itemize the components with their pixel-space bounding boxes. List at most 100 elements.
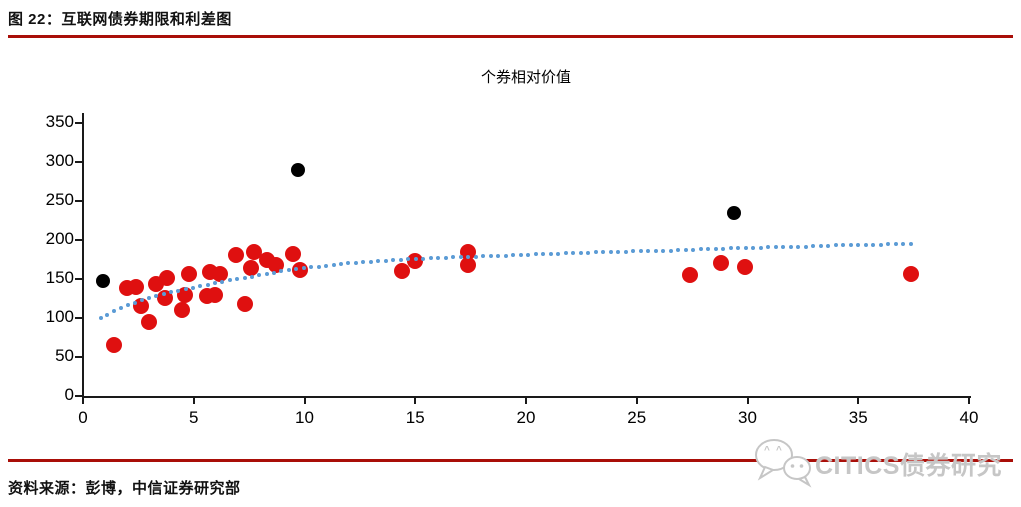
y-tick-label: 200 bbox=[45, 229, 74, 248]
trend-dot bbox=[803, 244, 808, 249]
trend-dot bbox=[309, 265, 314, 270]
trend-dot bbox=[257, 273, 262, 278]
data-point-red bbox=[245, 244, 262, 261]
trend-dot bbox=[361, 260, 366, 265]
y-tick bbox=[75, 278, 83, 280]
data-point-red bbox=[243, 260, 260, 277]
trend-dot bbox=[496, 253, 501, 258]
data-point-red bbox=[106, 336, 122, 353]
x-tick-label: 5 bbox=[189, 408, 199, 427]
y-tick bbox=[75, 356, 83, 358]
trend-dot bbox=[118, 306, 123, 311]
trend-dot bbox=[242, 275, 247, 280]
trend-dot bbox=[339, 262, 343, 267]
data-point-red bbox=[407, 253, 424, 270]
wechat-icon: ^ ^ bbox=[755, 439, 812, 488]
source-note: 资料来源：彭博，中信证券研究部 bbox=[8, 480, 241, 497]
trend-dot bbox=[766, 245, 771, 250]
data-point-black bbox=[727, 205, 742, 220]
trend-dot bbox=[413, 257, 418, 262]
x-tick-label: 10 bbox=[295, 408, 314, 427]
data-point-red bbox=[141, 313, 158, 330]
top-rule bbox=[8, 35, 1013, 38]
trend-dot bbox=[818, 244, 823, 248]
x-tick bbox=[414, 398, 417, 404]
trend-dot bbox=[205, 282, 210, 287]
x-tick-label: 35 bbox=[848, 408, 868, 427]
trend-dot bbox=[788, 245, 793, 250]
trend-dot bbox=[653, 248, 658, 253]
trend-dot bbox=[548, 251, 553, 256]
trend-dot bbox=[294, 267, 299, 272]
trend-dot bbox=[533, 252, 538, 257]
data-point-red bbox=[156, 289, 173, 306]
trend-dot bbox=[691, 247, 696, 252]
x-tick bbox=[857, 398, 860, 404]
trend-dot bbox=[458, 255, 463, 260]
trend-dot bbox=[526, 252, 531, 257]
trend-dot bbox=[398, 257, 403, 262]
trend-dot bbox=[751, 245, 756, 250]
trend-dot bbox=[391, 258, 396, 263]
wechat-watermark: ^ ^ CITICS债券研究 bbox=[753, 428, 1015, 490]
trend-dot bbox=[736, 246, 741, 251]
trend-dot bbox=[161, 292, 166, 297]
y-tick-label: 0 bbox=[64, 385, 74, 404]
bottom-rule bbox=[8, 459, 1013, 462]
x-tick bbox=[192, 398, 195, 404]
trend-dot bbox=[511, 253, 516, 258]
trend-dot bbox=[908, 241, 913, 246]
svg-text:^: ^ bbox=[764, 445, 770, 456]
trend-dot bbox=[661, 248, 666, 253]
trend-dot bbox=[286, 268, 291, 273]
trend-dot bbox=[781, 245, 786, 250]
trend-dot bbox=[503, 253, 508, 258]
x-tick bbox=[635, 398, 638, 404]
trend-dot bbox=[190, 285, 195, 290]
y-tick-label: 250 bbox=[45, 190, 74, 209]
y-tick bbox=[75, 239, 83, 241]
y-tick-label: 150 bbox=[45, 268, 74, 287]
y-tick-label: 50 bbox=[55, 346, 74, 365]
data-point-red bbox=[737, 258, 754, 275]
x-tick-label: 0 bbox=[78, 408, 88, 427]
trend-dot bbox=[140, 298, 145, 303]
data-point-black bbox=[95, 273, 110, 288]
x-tick-label: 25 bbox=[627, 408, 647, 427]
x-tick-label: 20 bbox=[516, 408, 536, 427]
data-point-red bbox=[159, 270, 176, 287]
y-tick bbox=[75, 122, 83, 124]
trend-dot bbox=[563, 251, 568, 256]
trend-dot bbox=[220, 279, 225, 284]
trend-dot bbox=[886, 242, 891, 247]
trend-dot bbox=[212, 281, 217, 286]
trend-dot bbox=[706, 247, 711, 252]
trend-dot bbox=[272, 270, 277, 275]
data-point-red bbox=[712, 254, 729, 271]
trend-dot bbox=[132, 300, 137, 305]
data-point-red bbox=[212, 265, 229, 282]
trend-dot bbox=[324, 263, 329, 268]
data-point-red bbox=[176, 286, 193, 303]
trend-dot bbox=[616, 249, 621, 254]
trend-dot bbox=[466, 254, 471, 259]
trend-dot bbox=[863, 242, 868, 247]
trend-dot bbox=[758, 245, 763, 250]
trend-dot bbox=[721, 246, 726, 251]
trend-dot bbox=[105, 312, 110, 317]
data-point-red bbox=[292, 261, 309, 278]
data-point-red bbox=[173, 302, 190, 319]
trend-dot bbox=[796, 244, 801, 249]
y-tick-label: 300 bbox=[45, 151, 74, 170]
trend-dot bbox=[841, 243, 846, 248]
trend-dot bbox=[773, 245, 778, 250]
trend-dot bbox=[856, 243, 861, 248]
x-tick-label: 15 bbox=[405, 408, 425, 427]
x-tick bbox=[82, 398, 84, 404]
figure-title: 图 22：互联网债券期限和利差图 bbox=[8, 11, 232, 28]
trend-dot bbox=[518, 253, 523, 257]
y-tick-label: 100 bbox=[45, 307, 74, 326]
trend-dot bbox=[571, 251, 576, 256]
data-point-red bbox=[227, 246, 244, 263]
